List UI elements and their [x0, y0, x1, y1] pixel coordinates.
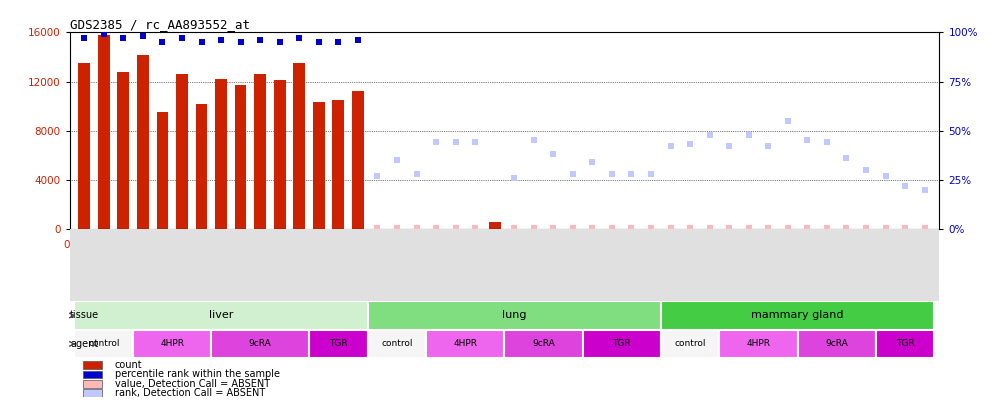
Bar	[720, 330, 797, 358]
Text: count: count	[115, 360, 142, 370]
Bar	[352, 92, 364, 229]
Text: 4HPR: 4HPR	[746, 339, 770, 348]
Bar	[196, 104, 208, 229]
Bar	[313, 102, 325, 229]
Bar	[368, 330, 426, 358]
Bar	[235, 85, 247, 229]
Bar	[215, 79, 227, 229]
Bar	[293, 63, 305, 229]
Text: rank, Detection Call = ABSENT: rank, Detection Call = ABSENT	[115, 388, 265, 398]
Bar	[83, 371, 101, 378]
Bar	[661, 330, 720, 358]
Bar	[661, 301, 934, 330]
Bar	[254, 74, 266, 229]
Bar	[309, 330, 368, 358]
Text: TGR: TGR	[329, 339, 348, 348]
Text: GDS2385 / rc_AA893552_at: GDS2385 / rc_AA893552_at	[70, 18, 249, 31]
Text: value, Detection Call = ABSENT: value, Detection Call = ABSENT	[115, 379, 270, 389]
Text: 9cRA: 9cRA	[248, 339, 271, 348]
Bar	[797, 330, 876, 358]
Text: 4HPR: 4HPR	[453, 339, 477, 348]
Bar	[332, 100, 344, 229]
Bar	[83, 389, 101, 397]
Text: control: control	[88, 339, 119, 348]
Text: 9cRA: 9cRA	[825, 339, 848, 348]
Text: 9cRA: 9cRA	[532, 339, 555, 348]
Text: 4HPR: 4HPR	[160, 339, 184, 348]
Bar	[137, 55, 149, 229]
Bar	[83, 380, 101, 388]
Bar	[75, 301, 368, 330]
Bar	[83, 361, 101, 369]
Text: TGR: TGR	[896, 339, 914, 348]
Text: percentile rank within the sample: percentile rank within the sample	[115, 369, 279, 379]
Text: tissue: tissue	[70, 311, 99, 320]
Bar	[582, 330, 661, 358]
Bar	[75, 330, 133, 358]
Bar	[368, 301, 661, 330]
Bar	[212, 330, 309, 358]
Text: lung: lung	[502, 311, 527, 320]
Bar	[176, 74, 188, 229]
Text: mammary gland: mammary gland	[751, 311, 844, 320]
Bar	[489, 222, 501, 229]
Bar	[117, 72, 129, 229]
Bar	[79, 63, 90, 229]
Text: TGR: TGR	[612, 339, 631, 348]
Bar	[876, 330, 934, 358]
Bar	[133, 330, 212, 358]
Bar	[505, 330, 582, 358]
Bar	[98, 35, 109, 229]
Text: 0: 0	[63, 240, 70, 250]
Bar	[426, 330, 505, 358]
Text: liver: liver	[209, 311, 234, 320]
Text: control: control	[674, 339, 706, 348]
Text: agent: agent	[70, 339, 98, 349]
Bar	[273, 80, 285, 229]
Bar	[157, 112, 168, 229]
Text: control: control	[382, 339, 413, 348]
